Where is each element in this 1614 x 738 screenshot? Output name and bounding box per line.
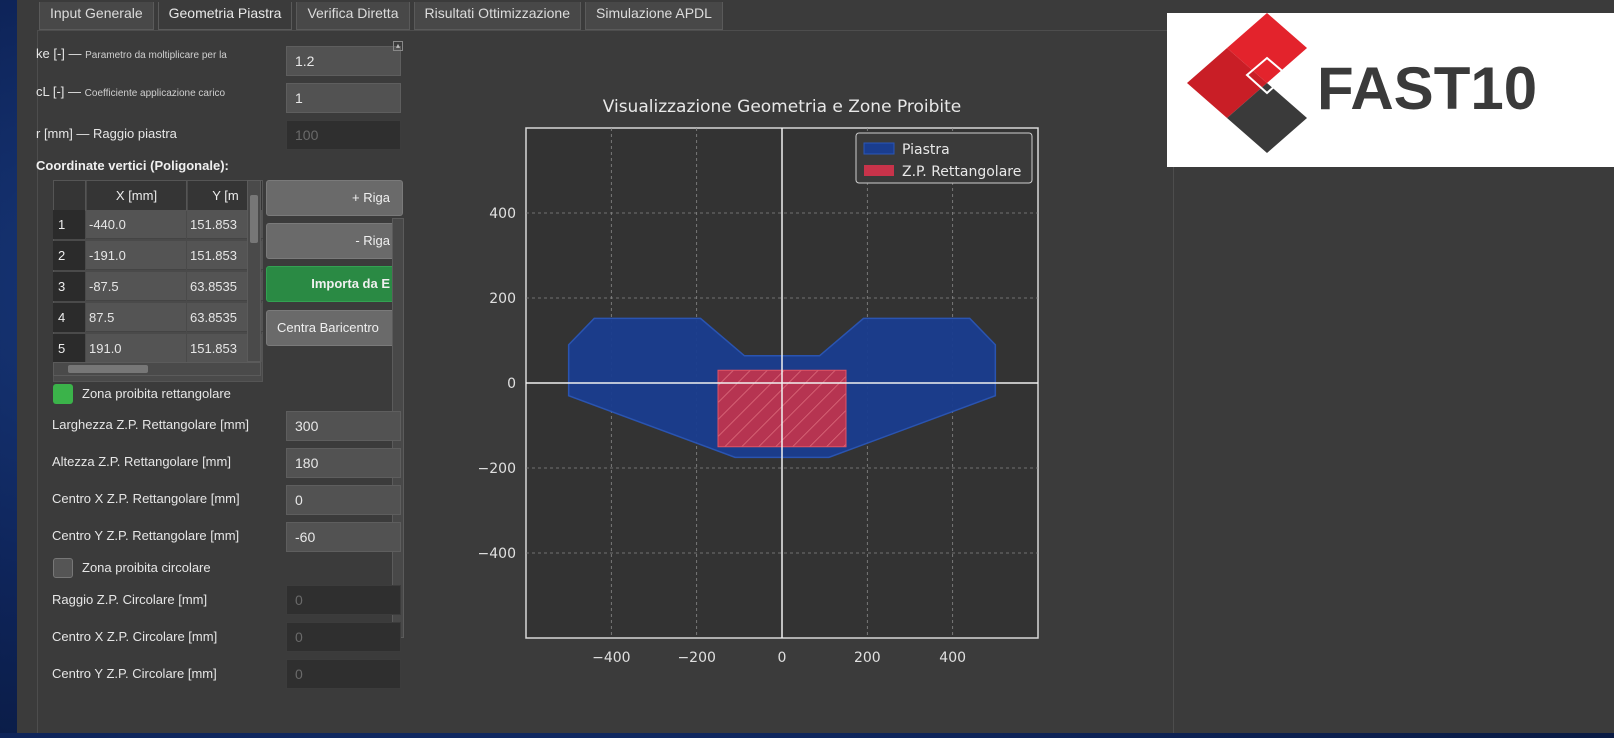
table-body: 1 -440.0 151.853 2 -191.0 151.853 3 -87.… [53,210,263,362]
y-tick-label: −400 [478,546,516,562]
tab-content-frame [37,30,1174,733]
cell-x[interactable]: 87.5 [86,303,186,332]
logo-text: FAST10 [1317,55,1537,122]
tab-verifica-diretta[interactable]: Verifica Diretta [296,2,410,30]
legend-swatch-zone [864,165,894,176]
y-tick-label: 400 [489,206,516,222]
fast10-logo-icon: FAST10 [1187,13,1537,153]
row-number: 3 [53,272,85,301]
y-tick-label: 200 [489,291,516,307]
cl-label-text: cL [-] — [36,84,82,99]
row-number: 1 [53,210,85,239]
ke-hint: Parametro da moltiplicare per la [85,50,227,61]
chart-title: Visualizzazione Geometria e Zone Proibit… [603,97,962,117]
cell-x[interactable]: -87.5 [86,272,186,301]
legend-label-plate: Piastra [902,142,950,158]
add-row-button[interactable]: + Riga [266,180,403,216]
cl-hint: Coefficiente applicazione carico [84,88,226,99]
rect-width-input[interactable] [286,411,401,441]
rect-zone-label: Zona proibita rettangolare [82,386,231,401]
x-tick-label: 200 [854,650,881,666]
rect-zone-checkbox[interactable] [53,384,73,404]
x-tick-label: 400 [939,650,966,666]
geometry-chart: Visualizzazione Geometria e Zone Proibit… [478,97,1039,666]
legend-box [855,132,1033,184]
legend-label-zone: Z.P. Rettangolare [902,164,1021,180]
y-tick-label: 0 [507,376,516,392]
panel-scroll-up-icon[interactable]: ▴ [393,41,403,51]
vertices-title: Coordinate vertici (Poligonale): [36,158,229,173]
tab-simulazione-apdl[interactable]: Simulazione APDL [585,2,723,30]
ke-input[interactable] [286,46,401,76]
legend-swatch-plate [863,142,895,155]
center-barycenter-button[interactable]: Centra Baricentro [266,310,403,346]
rect-width-label: Larghezza Z.P. Rettangolare [mm] [52,417,250,432]
cell-x[interactable]: 191.0 [86,334,186,362]
rect-height-input[interactable] [286,448,401,478]
tab-geometria-piastra[interactable]: Geometria Piastra [157,2,293,30]
table-horizontal-scrollbar[interactable] [53,362,261,376]
cl-input[interactable] [286,83,401,113]
geometry-form-panel: ke [-] — Parametro da moltiplicare per l… [36,38,416,738]
x-tick-label: 0 [778,650,787,666]
table-row[interactable]: 2 -191.0 151.853 [53,241,263,271]
cl-label: cL [-] — Coefficiente applicazione caric… [36,85,261,101]
rect-height-label: Altezza Z.P. Rettangolare [mm] [52,454,231,469]
remove-row-button[interactable]: - Riga [266,223,403,259]
table-row[interactable]: 1 -440.0 151.853 [53,210,263,240]
circ-zone-label: Zona proibita circolare [82,560,211,575]
circ-cy-input [286,659,401,689]
row-number: 2 [53,241,85,270]
table-corner [54,181,86,211]
ke-label: ke [-] — Parametro da moltiplicare per l… [36,47,261,63]
ke-label-text: ke [-] — [36,46,82,61]
table-vertical-scrollbar[interactable] [247,180,261,362]
x-tick-label: −400 [592,650,630,666]
table-row[interactable]: 4 87.5 63.8535 [53,303,263,333]
circ-cx-input [286,622,401,652]
row-number: 5 [53,334,85,362]
circ-cx-label: Centro X Z.P. Circolare [mm] [52,629,218,644]
tab-risultati-ottimizzazione[interactable]: Risultati Ottimizzazione [413,2,581,30]
x-tick-label: −200 [677,650,715,666]
cell-x[interactable]: -440.0 [86,210,186,239]
table-hscroll-thumb[interactable] [68,365,148,373]
rect-cy-label: Centro Y Z.P. Rettangolare [mm] [52,528,240,543]
logo-panel: FAST10 [1167,13,1614,167]
circ-radius-label: Raggio Z.P. Circolare [mm] [52,592,208,607]
r-label: r [mm] — Raggio piastra [36,126,177,141]
tab-input-generale[interactable]: Input Generale [39,2,154,30]
rect-cx-input[interactable] [286,485,401,515]
row-number: 4 [53,303,85,332]
col-header-x[interactable]: X [mm] [87,181,187,211]
table-row[interactable]: 3 -87.5 63.8535 [53,272,263,302]
table-vscroll-thumb[interactable] [250,195,258,243]
tab-bar: Input Generale Geometria Piastra Verific… [17,0,1177,30]
rect-cx-label: Centro X Z.P. Rettangolare [mm] [52,491,240,506]
table-row[interactable]: 5 191.0 151.853 [53,334,263,362]
rect-cy-input[interactable] [286,522,401,552]
circ-radius-input [286,585,401,615]
circ-zone-checkbox[interactable] [53,558,73,578]
circ-cy-label: Centro Y Z.P. Circolare [mm] [52,666,217,681]
import-button[interactable]: Importa da E [266,266,403,302]
y-tick-label: −200 [478,461,516,477]
cell-x[interactable]: -191.0 [86,241,186,270]
r-input [286,120,401,150]
